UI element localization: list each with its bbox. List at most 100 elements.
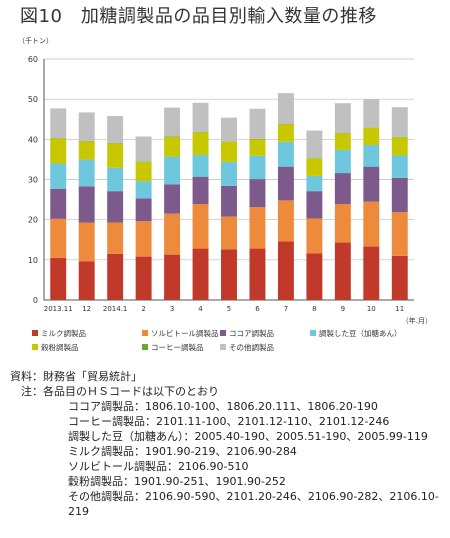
bar-segment [50,138,67,164]
bar-segment [164,254,181,300]
bar-segment [363,99,380,128]
x-tick-label: 4 [198,305,203,313]
bar-segment [135,198,152,222]
bar-segment [391,212,408,256]
bar-segment [78,112,95,141]
legend-swatch [142,330,148,336]
bar-segment [391,107,408,137]
bar-segment [277,200,294,242]
bar-segment [50,163,67,189]
x-tick-label: 2013.11 [44,305,73,313]
bar-segment [334,173,351,205]
legend-swatch [32,330,38,336]
bar-segment [391,177,408,213]
x-tick-label: 2014.1 [103,305,128,313]
hs-code-note-header: 注：各品目のＨＳコードは以下のとおり [21,385,219,398]
bar-segment [363,127,380,145]
bar-segment [249,108,266,139]
legend-swatch [220,344,226,350]
hs-code-line: コーヒー調製品：2101.11-100、2101.12-110、2101.12-… [68,415,390,428]
bar-segment [107,222,124,254]
bar-segment [107,143,124,168]
bar-segment [306,175,323,192]
hs-code-line: ココア調製品：1806.10-100、1806.20.111、1806.20-1… [68,400,378,413]
bar-segment [78,222,95,262]
bar-segment [221,117,237,142]
bar-segment [363,166,380,202]
bar-segment [135,161,152,182]
bar-segment [135,181,152,199]
bar-segment [192,204,209,249]
x-tick-label: 5 [227,305,231,313]
bar-segment [306,158,323,176]
bar-segment [164,213,181,255]
x-tick-label: 9 [341,305,345,313]
legend-label: その他調製品 [229,342,274,352]
y-tick-label: 0 [33,296,38,305]
legend-label: 調製した豆（加糖あん） [319,328,402,338]
y-unit-label: （千トン） [18,36,53,45]
legend-swatch [220,330,226,336]
bar-segment [363,246,380,300]
bar-segment [192,176,209,205]
bar-segment [249,155,266,180]
y-tick-label: 50 [28,95,38,104]
hs-code-line: ミルク調製品：1901.90-219、2106.90-284 [68,445,297,458]
bar-segment [334,204,351,243]
legend-label: 穀粉調製品 [41,342,79,352]
x-tick-label: 8 [312,305,316,313]
bar-segment [192,132,209,155]
bar-segment [50,257,67,300]
hs-code-line: 調製した豆（加糖あん）：2005.40-190、2005.51-190、2005… [68,430,428,443]
legend-label: コーヒー調製品 [151,342,204,352]
y-tick-label: 40 [28,135,38,144]
bar-segment [391,255,408,300]
y-tick-label: 30 [28,176,38,185]
y-tick-label: 10 [28,256,38,265]
hs-code-line: その他調製品：2106.90-590、2101.20-246、2106.90-2… [68,490,439,518]
bar-segment [277,166,294,201]
x-tick-label: 3 [170,305,174,313]
bar-segment [135,136,152,162]
bar-segment [249,139,266,156]
bar-segment [249,179,266,208]
bar-segment [221,185,237,217]
bar-segment [391,155,408,178]
bar-segment [164,156,181,185]
bar-segment [164,136,181,157]
hs-code-line: 穀粉調製品：1901.90-251、1901.90-252 [68,475,286,488]
y-tick-label: 60 [28,55,38,64]
bar-segment [249,207,266,249]
legend-swatch [310,330,316,336]
bar-segment [306,130,323,159]
bar-segment [277,124,294,142]
bar-segment [277,241,294,300]
bar-segment [135,221,152,257]
bar-segment [221,161,237,186]
bar-segment [363,201,380,247]
notes-block: 資料：財務省「貿易統計」 注：各品目のＨＳコードは以下のとおり ココア調製品：1… [10,369,446,519]
bar-segment [107,167,124,192]
x-tick-label: 2 [141,305,145,313]
bar-segment [306,218,323,254]
bar-segment [50,188,67,219]
stacked-bar-chart: （千トン） 0 10 20 30 40 50 60 2013.11 12 2014.1 2 3 4 5 6 7 8… [18,36,432,352]
x-unit-label: （年.月） [402,316,432,325]
bar-segment [164,184,181,214]
legend-label: ミルク調製品 [41,328,86,338]
bar-segment [221,216,237,250]
source-note: 資料：財務省「貿易統計」 [10,370,142,383]
page-title: 図10 加糖調製品の品目別輸入数量の推移 [20,6,377,27]
bar-segment [306,253,323,300]
bar-segment [334,242,351,300]
x-tick-label: 10 [367,305,376,313]
x-tick-label: 12 [82,305,91,313]
bar-segment [334,133,351,150]
bar-segment [221,249,237,300]
bar-segment [164,107,181,137]
bar-segment [135,256,152,300]
bar-segment [221,141,237,162]
bar-segment [50,108,67,139]
bar-segment [363,144,380,167]
bar-segment [334,149,351,174]
